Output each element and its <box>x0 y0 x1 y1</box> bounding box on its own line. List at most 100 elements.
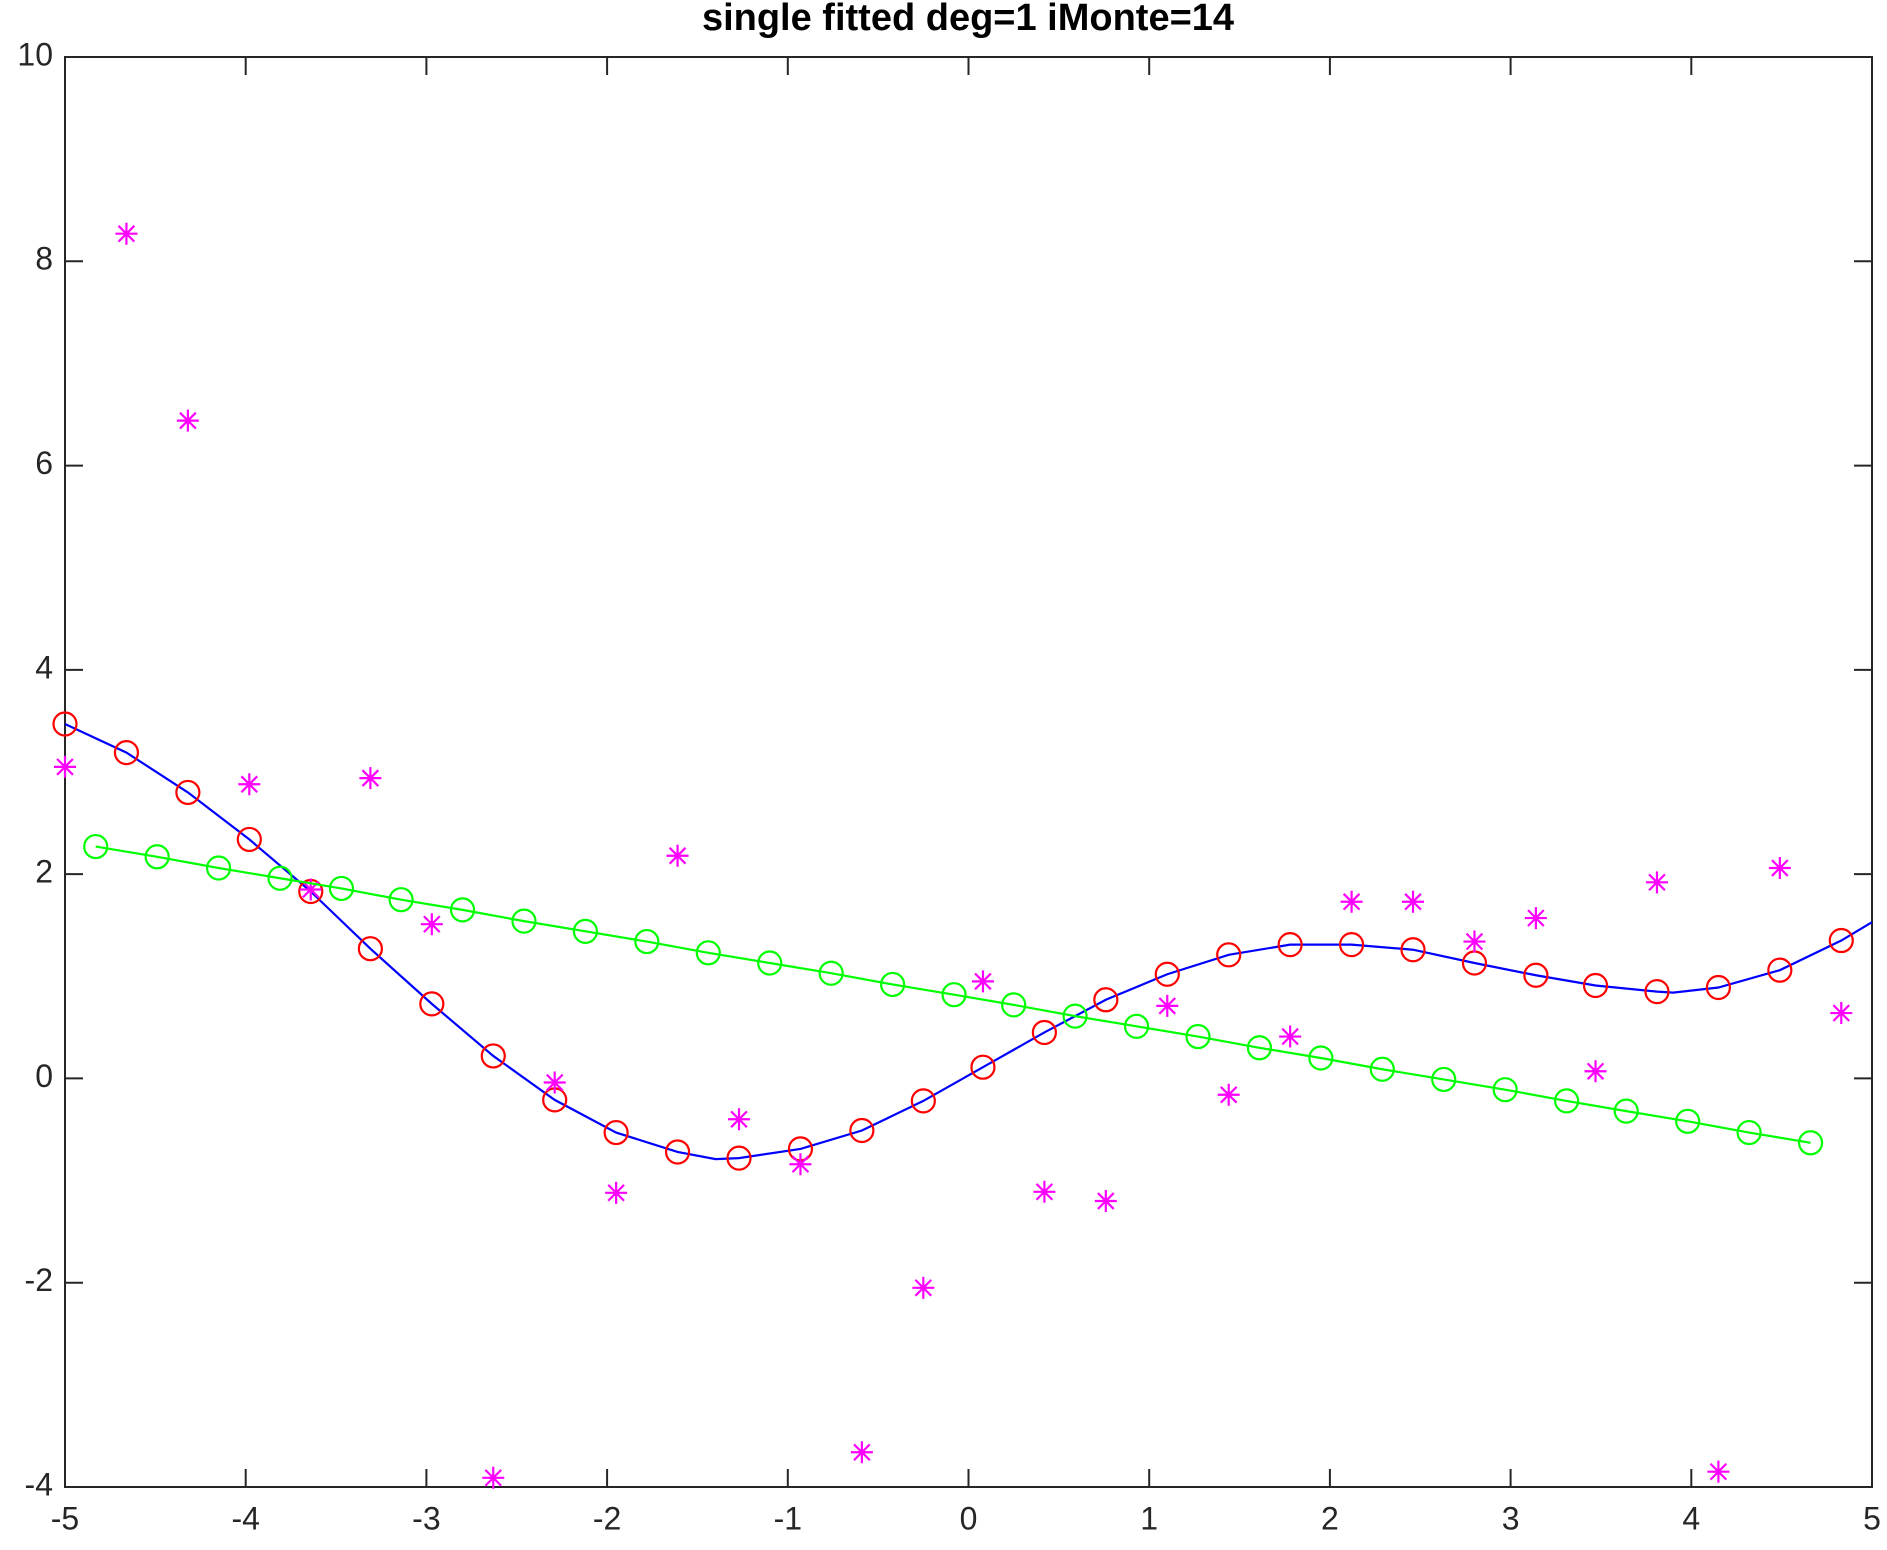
circle-marker <box>1400 937 1426 963</box>
star-marker <box>1156 994 1179 1017</box>
star-marker <box>1402 890 1425 913</box>
star-marker <box>299 878 322 901</box>
star-marker <box>1463 930 1486 953</box>
circle-marker <box>449 897 476 923</box>
circle-marker <box>1338 932 1365 958</box>
star-marker <box>728 1108 751 1131</box>
circle-marker <box>480 1043 506 1069</box>
circle-marker <box>818 960 844 986</box>
y-tick-label: 4 <box>35 649 53 685</box>
x-tick-label: 5 <box>1863 1500 1881 1536</box>
circle-marker <box>1154 961 1180 987</box>
star-marker <box>912 1276 935 1299</box>
circle-marker <box>1093 987 1119 1013</box>
circle-marker <box>1216 942 1242 968</box>
circle-marker <box>1736 1119 1762 1146</box>
star-marker <box>359 767 382 790</box>
chart-title: single fitted deg=1 iMonte=14 <box>702 0 1234 39</box>
y-tick-label: 8 <box>35 241 53 277</box>
star-marker <box>1033 1180 1056 1203</box>
circle-marker <box>328 875 355 902</box>
circle-marker <box>1431 1066 1457 1093</box>
circle-marker <box>1613 1098 1639 1124</box>
circle-marker <box>1123 1013 1150 1039</box>
circle-marker <box>388 887 414 913</box>
circle-marker <box>572 918 599 944</box>
x-tick-label: -2 <box>593 1500 621 1536</box>
x-tick-label: -3 <box>412 1500 440 1536</box>
circle-marker <box>1001 992 1027 1018</box>
circle-marker <box>357 936 383 962</box>
x-tick-label: 2 <box>1321 1500 1339 1536</box>
star-marker <box>1340 890 1363 913</box>
star-marker <box>1645 871 1668 894</box>
star-marker <box>1830 1002 1853 1025</box>
star-marker <box>1217 1083 1240 1106</box>
circle-marker <box>83 833 109 860</box>
axes-box <box>64 56 1873 1488</box>
circle-marker <box>1062 1003 1088 1029</box>
y-tick-label: 6 <box>35 445 53 481</box>
circle-marker <box>1369 1056 1395 1082</box>
circle-marker <box>880 971 906 998</box>
star-marker <box>176 409 199 432</box>
circle-marker <box>603 1119 629 1146</box>
circle-marker <box>849 1117 875 1144</box>
star-marker <box>1584 1060 1607 1083</box>
circle-marker <box>1031 1019 1057 1046</box>
circle-marker <box>1492 1077 1518 1103</box>
circle-marker <box>1644 979 1670 1005</box>
x-tick-label: -5 <box>51 1500 79 1536</box>
circle-marker <box>144 844 170 870</box>
star-marker <box>850 1441 873 1464</box>
x-tick-label: 4 <box>1682 1500 1700 1536</box>
circle-marker <box>1582 972 1609 999</box>
y-tick-label: 0 <box>35 1058 53 1094</box>
circle-marker <box>1767 957 1793 983</box>
circle-marker <box>511 908 537 934</box>
x-tick-label: 0 <box>960 1500 978 1536</box>
y-tick-label: 2 <box>35 854 53 890</box>
star-marker <box>238 773 261 796</box>
circle-marker <box>1828 927 1854 954</box>
circle-marker <box>634 928 660 955</box>
y-tick-label: -4 <box>25 1466 53 1502</box>
circle-marker <box>236 826 262 853</box>
circle-marker <box>970 1054 996 1080</box>
star-marker <box>482 1466 505 1489</box>
circle-marker <box>1246 1035 1273 1061</box>
series-line <box>64 722 1873 1161</box>
circle-marker <box>267 865 293 891</box>
circle-marker <box>1797 1130 1824 1156</box>
y-tick-label: -2 <box>25 1262 53 1298</box>
star-marker <box>1707 1460 1730 1483</box>
star-marker <box>54 755 76 778</box>
circle-marker <box>1308 1045 1334 1071</box>
circle-marker <box>1277 932 1303 958</box>
star-marker <box>1524 907 1547 930</box>
star-marker <box>1768 857 1791 880</box>
circle-marker <box>205 855 232 881</box>
x-tick-label: -4 <box>231 1500 259 1536</box>
star-marker <box>1094 1190 1117 1212</box>
star-marker <box>666 844 689 867</box>
x-tick-label: 3 <box>1502 1500 1520 1536</box>
star-marker <box>420 913 443 936</box>
star-marker <box>971 970 994 993</box>
circle-marker <box>910 1088 936 1114</box>
series-line <box>95 845 1811 1144</box>
star-marker <box>605 1181 628 1204</box>
circle-marker <box>52 711 78 737</box>
circle-marker <box>1554 1088 1580 1114</box>
y-tick-label: 10 <box>17 36 53 72</box>
star-marker <box>789 1153 812 1176</box>
circle-marker <box>695 940 721 966</box>
circle-marker <box>664 1139 691 1165</box>
x-tick-label: 1 <box>1140 1500 1158 1536</box>
circle-marker <box>419 991 445 1017</box>
star-marker <box>1279 1025 1302 1048</box>
circle-marker <box>757 950 783 976</box>
star-marker <box>543 1071 566 1094</box>
x-tick-label: -1 <box>774 1500 802 1536</box>
